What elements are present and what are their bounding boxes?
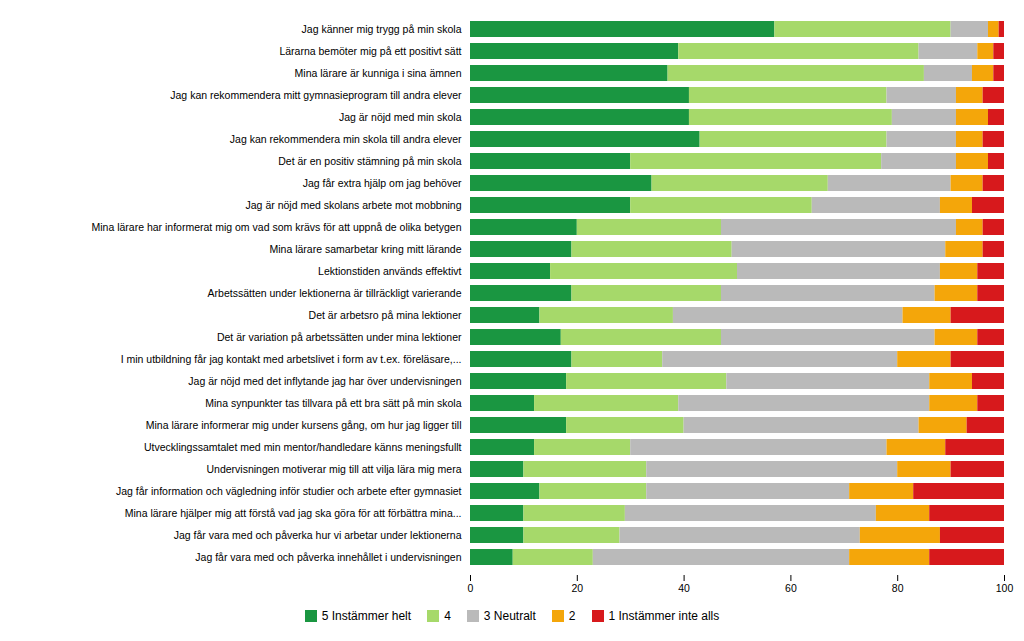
svg-text:Arbetssätten under lektionerna: Arbetssätten under lektionerna är tillrä… <box>208 287 462 299</box>
svg-text:Mina synpunkter tas tillvara p: Mina synpunkter tas tillvara på ett bra … <box>205 397 461 409</box>
svg-text:Undervisningen motiverar mig t: Undervisningen motiverar mig till att vi… <box>206 463 461 475</box>
svg-text:40: 40 <box>678 582 690 594</box>
svg-text:Mina lärare hjälper mig att fö: Mina lärare hjälper mig att förstå vad j… <box>125 507 462 519</box>
svg-text:Det är arbetsro på mina lektio: Det är arbetsro på mina lektioner <box>309 309 462 321</box>
svg-text:Jag kan rekommendera mitt gymn: Jag kan rekommendera mitt gymnasieprogra… <box>170 89 462 101</box>
html-text:3 Neutralt: 3 Neutralt <box>483 609 536 623</box>
svg-text:100: 100 <box>996 582 1014 594</box>
svg-text:Mina lärare har informerat mig: Mina lärare har informerat mig om vad so… <box>91 221 461 233</box>
svg-text:Utvecklingssamtalet med min me: Utvecklingssamtalet med min mentor/handl… <box>144 441 462 453</box>
svg-text:Mina lärare samarbetar kring m: Mina lärare samarbetar kring mitt lärand… <box>270 243 462 255</box>
html-text:4: 4 <box>444 609 451 623</box>
svg-text:Mina lärare är kunniga i sina: Mina lärare är kunniga i sina ämnen <box>295 67 462 79</box>
svg-text:0: 0 <box>468 582 474 594</box>
svg-text:20: 20 <box>571 582 583 594</box>
svg-text:Jag får extra hjälp om jag beh: Jag får extra hjälp om jag behöver <box>303 177 462 189</box>
svg-text:Jag kan rekommendera min skola: Jag kan rekommendera min skola till andr… <box>230 133 462 145</box>
svg-text:Det är variation på arbetssätt: Det är variation på arbetssätten under m… <box>217 331 462 343</box>
svg-text:Jag får vara med och påverka h: Jag får vara med och påverka hur vi arbe… <box>174 529 462 541</box>
svg-text:60: 60 <box>785 582 797 594</box>
svg-text:80: 80 <box>892 582 904 594</box>
svg-text:Jag känner mig trygg på min sk: Jag känner mig trygg på min skola <box>302 23 462 35</box>
svg-text:I min utbildning får jag konta: I min utbildning får jag kontakt med arb… <box>121 353 462 365</box>
svg-text:Mina lärare informerar mig und: Mina lärare informerar mig under kursens… <box>146 419 462 431</box>
svg-text:Jag är nöjd med det inflytande: Jag är nöjd med det inflytande jag har ö… <box>188 375 461 387</box>
svg-text:Jag får vara med och påverka i: Jag får vara med och påverka innehållet … <box>195 551 461 563</box>
svg-text:Jag är nöjd med min skola: Jag är nöjd med min skola <box>339 111 462 123</box>
svg-text:Lärarna bemöter mig på ett pos: Lärarna bemöter mig på ett positivt sätt <box>279 45 461 57</box>
html-text:5 Instämmer helt: 5 Instämmer helt <box>321 609 412 623</box>
html-text:1 Instämmer inte alls: 1 Instämmer inte alls <box>608 609 720 623</box>
html-text:2: 2 <box>568 609 576 623</box>
svg-text:Jag får information och vägled: Jag får information och vägledning inför… <box>116 485 462 497</box>
svg-text:Det är en positiv stämning på: Det är en positiv stämning på min skola <box>278 155 461 167</box>
svg-text:Jag är nöjd med skolans arbete: Jag är nöjd med skolans arbete mot mobbn… <box>246 199 462 211</box>
svg-text:Lektionstiden används effektiv: Lektionstiden används effektivt <box>318 265 461 277</box>
